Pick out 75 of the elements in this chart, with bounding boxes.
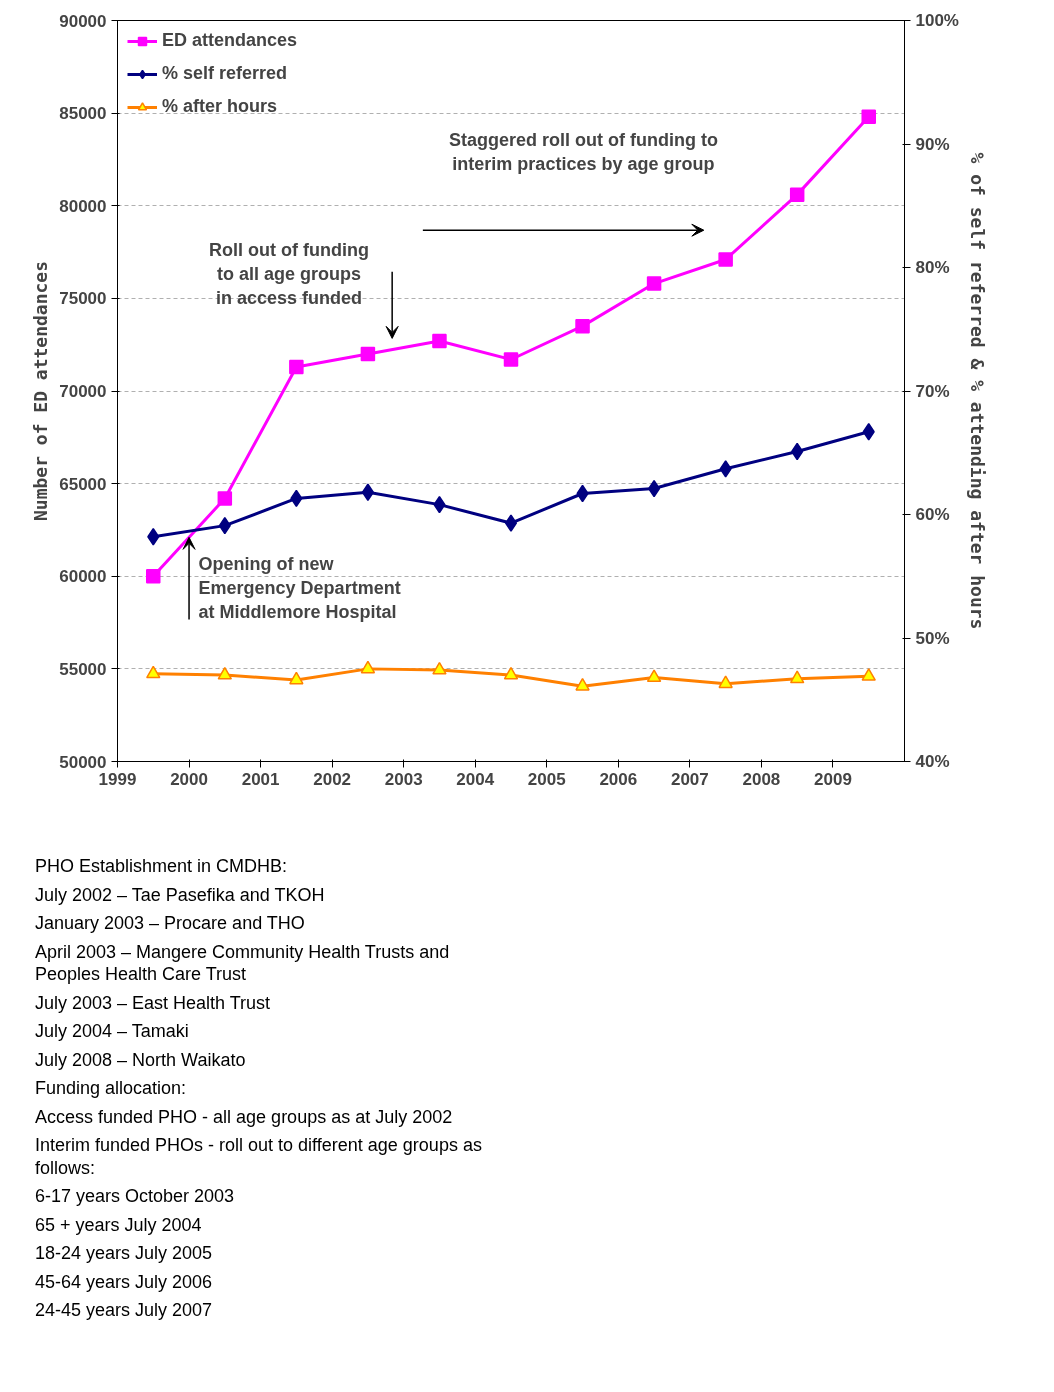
text: 18-24 years July 2005 bbox=[35, 1242, 214, 1265]
y-tick-label: 90000 bbox=[59, 11, 107, 31]
point bbox=[718, 252, 733, 267]
point bbox=[360, 660, 376, 674]
point bbox=[718, 675, 733, 689]
y2-tick-label: 40% bbox=[915, 752, 950, 771]
x-tick-label: 2001 bbox=[241, 769, 280, 789]
y2-tick-label: 70% bbox=[915, 381, 950, 401]
y-tick-label: 50000 bbox=[59, 752, 107, 772]
annotation: Roll out of funding to all age groups in access funded bbox=[209, 239, 370, 308]
y-tick-label: 75000 bbox=[59, 289, 107, 309]
text: July 2003 – East Health Trust bbox=[35, 991, 272, 1014]
point bbox=[146, 569, 161, 584]
x-tick-label: 2004 bbox=[456, 769, 495, 789]
point bbox=[289, 359, 304, 375]
point bbox=[503, 352, 519, 367]
text: 65 + years July 2004 bbox=[35, 1213, 203, 1236]
point bbox=[789, 187, 805, 202]
point bbox=[575, 318, 590, 334]
point bbox=[646, 669, 662, 683]
text: 45-64 years July 2006 bbox=[35, 1270, 214, 1293]
x-tick-label: 1999 bbox=[98, 769, 137, 789]
point bbox=[146, 665, 161, 679]
y2-tick-label: 60% bbox=[915, 505, 950, 524]
y2-tick-label: 100% bbox=[915, 11, 959, 30]
y-tick-label: 85000 bbox=[59, 104, 107, 124]
text: July 2004 – Tamaki bbox=[35, 1020, 190, 1043]
point bbox=[861, 668, 876, 681]
point bbox=[360, 346, 376, 362]
text: PHO Establishment in CMDHB: bbox=[35, 855, 289, 878]
legend-label: % after hours bbox=[162, 96, 278, 117]
y-tick-label: 80000 bbox=[59, 196, 107, 216]
text: Access funded PHO - all age groups as at July 2002 bbox=[35, 1105, 454, 1128]
y2-tick-label: 80% bbox=[915, 258, 950, 277]
x-tick-label: 2002 bbox=[313, 769, 352, 789]
x-tick-label: 2005 bbox=[527, 769, 566, 789]
text: 6-17 years October 2003 bbox=[35, 1185, 236, 1208]
y2-tick-label: 50% bbox=[915, 628, 950, 648]
point bbox=[217, 666, 233, 680]
y2-tick-label: 90% bbox=[915, 134, 950, 154]
annotation: Staggered roll out of funding to interim practices by age group bbox=[448, 130, 718, 175]
annotation: Opening of new Emergency Department at Middlemore Hospital bbox=[198, 554, 401, 623]
point bbox=[719, 460, 732, 478]
point bbox=[217, 491, 233, 506]
y-axis-title: Number of ED attendances bbox=[30, 260, 52, 522]
point bbox=[432, 333, 447, 349]
x-tick-label: 2007 bbox=[670, 769, 709, 789]
legend-label: ED attendances bbox=[162, 30, 298, 51]
y-tick-label: 70000 bbox=[59, 382, 107, 401]
y-tick-label: 55000 bbox=[59, 659, 107, 679]
text: Interim funded PHOs - roll out to different age groups as follows: bbox=[35, 1134, 483, 1179]
x-tick-label: 2006 bbox=[599, 769, 638, 789]
point bbox=[504, 514, 518, 532]
y-tick-label: 65000 bbox=[59, 474, 107, 494]
x-tick-label: 2009 bbox=[814, 769, 852, 789]
point bbox=[503, 666, 519, 680]
point bbox=[289, 671, 304, 685]
point bbox=[862, 423, 875, 441]
point bbox=[861, 109, 876, 125]
point bbox=[432, 661, 447, 675]
point bbox=[789, 670, 805, 684]
text: Funding allocation: bbox=[35, 1077, 188, 1100]
legend-label: % self referred bbox=[162, 63, 288, 84]
x-tick-label: 2000 bbox=[170, 769, 208, 789]
y-tick-label: 60000 bbox=[59, 567, 107, 587]
point bbox=[646, 276, 662, 291]
x-tick-label: 2008 bbox=[742, 769, 781, 789]
text: January 2003 – Procare and THO bbox=[35, 912, 306, 935]
y2-axis-title: % of self referred & % attending after hours bbox=[966, 152, 988, 630]
text: July 2002 – Tae Pasefika and TKOH bbox=[35, 883, 326, 906]
text: 24-45 years July 2007 bbox=[35, 1299, 214, 1322]
text: July 2008 – North Waikato bbox=[35, 1048, 247, 1071]
text: April 2003 – Mangere Community Health Trusts and Peoples Health Care Trust bbox=[35, 940, 451, 986]
x-tick-label: 2003 bbox=[384, 769, 423, 789]
point bbox=[575, 677, 590, 691]
